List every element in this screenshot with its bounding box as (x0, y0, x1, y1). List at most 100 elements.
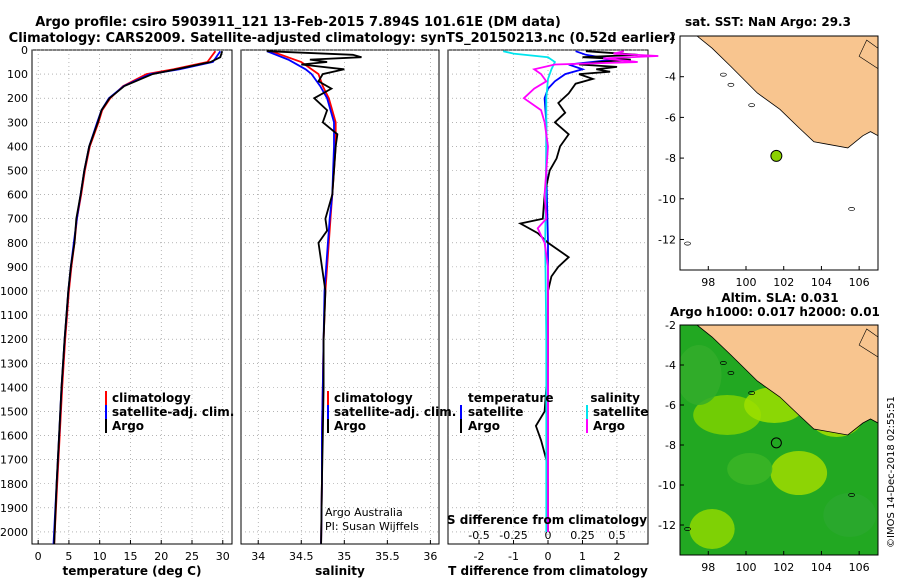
legend-argo-label: Argo (334, 419, 366, 433)
sla-map-title2: Argo h1000: 0.017 h2000: 0.01 (670, 305, 880, 319)
sla-blob (727, 453, 773, 485)
depth-tick-label: 1200 (0, 333, 28, 346)
depth-tick-label: 1400 (0, 381, 28, 394)
x-tick-label: 20 (154, 550, 168, 563)
sla-blob (689, 509, 735, 549)
depth-tick-label: 1000 (0, 285, 28, 298)
s-tick-label: 0.25 (570, 529, 595, 542)
x-tick-label: 100 (736, 276, 757, 289)
x-tick-label: 34.5 (289, 550, 314, 563)
depth-tick-label: 300 (7, 116, 28, 129)
y-tick-label: -2 (665, 30, 676, 43)
depth-tick-label: 2000 (0, 526, 28, 539)
x-tick-label: 15 (123, 550, 137, 563)
small-island (720, 361, 727, 365)
depth-tick-label: 800 (7, 237, 28, 250)
depth-tick-label: 1500 (0, 405, 28, 418)
s-tick-label: 0.5 (608, 529, 626, 542)
small-island (748, 391, 756, 395)
small-island (727, 371, 735, 375)
x-tick-label: 35.5 (375, 550, 400, 563)
difference-legend: temperature salinity satellite Argo sate… (447, 391, 648, 527)
small-island (720, 72, 727, 77)
x-axis-label: salinity (315, 564, 365, 578)
sumatra-land (696, 36, 878, 149)
x-tick-label: 0 (545, 550, 552, 563)
depth-tick-label: 600 (7, 189, 28, 202)
s-tick-label: 0 (545, 529, 552, 542)
y-tick-label: -6 (665, 399, 676, 412)
sla-blob (823, 493, 877, 537)
depth-tick-label: 100 (7, 68, 28, 81)
y-tick-label: -12 (658, 519, 676, 532)
depth-tick-label: 200 (7, 92, 28, 105)
x-axis-label: temperature (deg C) (63, 564, 202, 578)
x-tick-label: 34 (251, 550, 265, 563)
depth-tick-label: 0 (21, 44, 28, 57)
s-tick-label: -0.5 (468, 529, 489, 542)
series-line-s-satellite (502, 50, 557, 532)
s-diff-axis-label: S difference from climatology (447, 513, 647, 527)
sla-blob (770, 451, 828, 495)
s-tick-label: -0.25 (499, 529, 527, 542)
x-tick-label: 104 (811, 276, 832, 289)
depth-tick-label: 500 (7, 164, 28, 177)
x-axis-label: T difference from climatology (448, 564, 648, 578)
small-island (848, 493, 855, 497)
series-line-s-argo (522, 50, 659, 532)
legend-s-argo-label: Argo (593, 419, 625, 433)
x-tick-label: 106 (849, 561, 870, 574)
depth-tick-label: 1900 (0, 502, 28, 515)
y-tick-label: -4 (665, 359, 676, 372)
x-tick-label: 0 (35, 550, 42, 563)
x-tick-label: 35 (337, 550, 351, 563)
legend-climatology-label: climatology (334, 391, 413, 405)
sla-blob (680, 345, 722, 405)
x-tick-label: 102 (773, 561, 794, 574)
title-line1: Argo profile: csiro 5903911_121 13-Feb-2… (35, 15, 561, 30)
y-tick-label: -4 (665, 71, 676, 84)
map-content (684, 36, 878, 246)
depth-tick-label: 1800 (0, 478, 28, 491)
x-tick-label: 2 (613, 550, 620, 563)
series-line-argo (266, 50, 362, 545)
x-tick-label: 36 (423, 550, 437, 563)
x-tick-label: 100 (736, 561, 757, 574)
sla-blob (693, 395, 762, 435)
legend-satellite-label: satellite-adj. clim. (112, 405, 234, 419)
temperature-panel: 0100200300400500600700800900100011001200… (0, 44, 233, 578)
x-tick-label: 30 (216, 550, 230, 563)
sst-map-panel: sat. SST: NaN Argo: 29.3 98 100 102 104 106 -… (658, 15, 879, 289)
legend-s-satellite-label: satellite (593, 405, 648, 419)
x-tick-label: 5 (65, 550, 72, 563)
legend-t-satellite-label: satellite (468, 405, 523, 419)
credit-line2: PI: Susan Wijffels (325, 520, 419, 533)
x-tick-label: 25 (185, 550, 199, 563)
x-tick-label: 98 (701, 276, 715, 289)
argo-location-marker (770, 437, 782, 449)
y-tick-label: -8 (665, 152, 676, 165)
map-frame (679, 35, 879, 271)
x-tick-label: 102 (773, 276, 794, 289)
legend-satellite-label: satellite-adj. clim. (334, 405, 456, 419)
depth-tick-label: 900 (7, 261, 28, 274)
x-tick-label: -1 (508, 550, 519, 563)
depth-tick-label: 1700 (0, 454, 28, 467)
small-island (684, 241, 691, 246)
y-tick-label: -10 (658, 193, 676, 206)
depth-tick-label: 700 (7, 213, 28, 226)
sumatra-land (696, 325, 878, 436)
sla-map-title1: Altim. SLA: 0.031 (721, 291, 838, 305)
legend-t-argo-label: Argo (468, 419, 500, 433)
sla-map-panel: Altim. SLA: 0.031 Argo h1000: 0.017 h200… (658, 291, 880, 574)
small-island (727, 82, 735, 87)
y-tick-label: -6 (665, 111, 676, 124)
argo-location-marker (770, 149, 783, 162)
map-content (680, 325, 878, 549)
series-line-argo (53, 50, 224, 545)
difference-panel: -2 -1 0 1 2 -0.5 -0.25 0 0.25 0.5 T difference fro… (447, 49, 659, 578)
imos-timestamp: ©IMOS 14-Dec-2018 02:55:51 (886, 396, 897, 548)
temperature-legend: climatology satellite-adj. clim. Argo (105, 391, 234, 433)
plot-frame (31, 49, 233, 545)
x-tick-label: -2 (474, 550, 485, 563)
